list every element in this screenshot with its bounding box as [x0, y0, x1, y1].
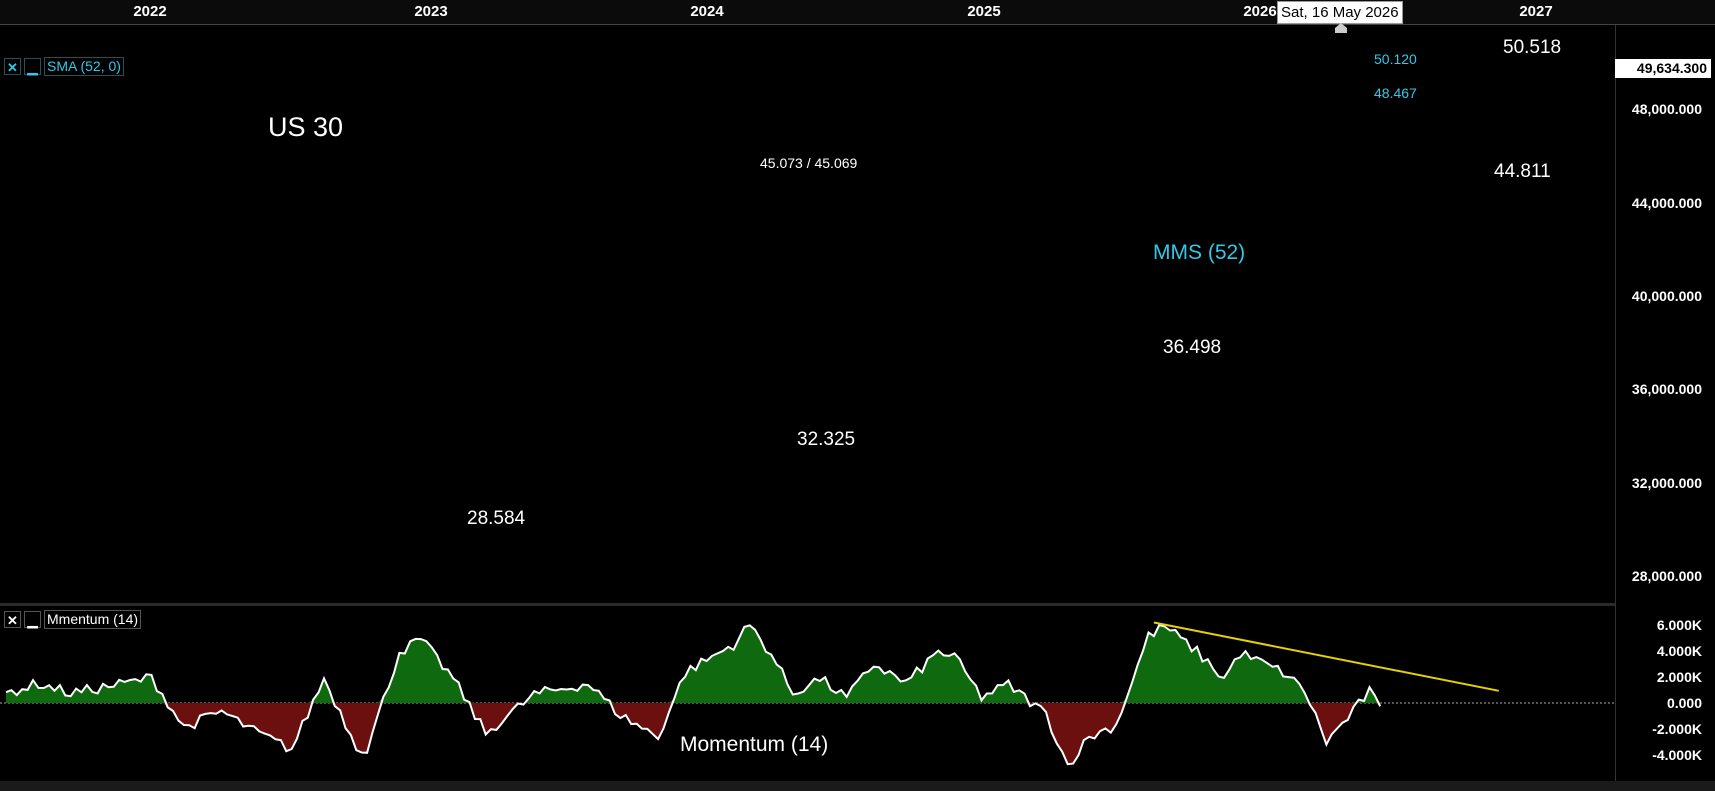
momentum-positive-area [6, 624, 1381, 703]
close-icon[interactable]: ✕ [4, 58, 21, 75]
current-price-label: 49,634.300 [1615, 59, 1711, 78]
year-label-2023: 2023 [414, 3, 448, 20]
momentum-tick: 2.000K [1656, 669, 1702, 685]
price-tick: 44,000.000 [1631, 195, 1702, 211]
price-tick: 28,000.000 [1631, 568, 1702, 584]
crosshair-marker-icon[interactable] [1334, 23, 1348, 33]
price-chart-panel[interactable]: US 30 MMS (52) 50.518 50.120 48.467 45.0… [0, 25, 1615, 603]
level-label-32325: 32.325 [797, 429, 855, 450]
level-label-36498: 36.498 [1163, 337, 1221, 358]
momentum-tick: 0.000 [1666, 695, 1702, 711]
panel-separator[interactable] [0, 603, 1715, 606]
momentum-tick: 6.000K [1656, 617, 1702, 633]
level-label-28584: 28.584 [467, 508, 526, 529]
momentum-legend: ✕ ▁ Mmentum (14) [4, 610, 142, 629]
momentum-legend-label[interactable]: Mmentum (14) [44, 610, 142, 629]
crosshair-date-tooltip: Sat, 16 May 2026 [1277, 1, 1403, 24]
momentum-negative-area [6, 703, 1381, 765]
sma-legend: ✕ ▁ SMA (52, 0) [4, 57, 124, 76]
momentum-tick: 4.000K [1656, 643, 1702, 659]
momentum-line [5, 623, 1382, 766]
price-tick: 32,000.000 [1631, 475, 1702, 491]
momentum-tick: -2.000K [1652, 721, 1702, 737]
year-label-2024: 2024 [690, 3, 724, 20]
level-label-44811: 44.811 [1494, 161, 1551, 182]
year-label-2027: 2027 [1519, 3, 1553, 20]
year-label-2022: 2022 [133, 3, 167, 20]
level-label-45073: 45.073 / 45.069 [760, 155, 858, 171]
minimize-icon[interactable]: ▁ [24, 611, 41, 628]
time-axis: 2022 2023 2024 2025 2026 2027 Sat, 16 Ma… [0, 0, 1715, 25]
price-tick: 48,000.000 [1631, 101, 1702, 117]
year-label-2025: 2025 [967, 3, 1001, 20]
value-axis[interactable]: 48,000.000 44,000.000 40,000.000 36,000.… [1615, 25, 1715, 781]
price-tick: 36,000.000 [1631, 381, 1702, 397]
close-icon[interactable]: ✕ [4, 611, 21, 628]
level-label-50518: 50.518 [1503, 37, 1561, 58]
symbol-label: US 30 [268, 112, 343, 142]
price-tick: 40,000.000 [1631, 288, 1702, 304]
level-label-50120: 50.120 [1374, 51, 1417, 67]
level-label-48467: 48.467 [1374, 85, 1417, 101]
sma-legend-label[interactable]: SMA (52, 0) [44, 57, 124, 76]
sma-annotation: MMS (52) [1153, 241, 1245, 264]
year-label-2026: 2026 [1243, 3, 1277, 20]
bottom-scrollbar[interactable] [0, 781, 1715, 791]
momentum-annotation: Momentum (14) [680, 733, 828, 756]
momentum-panel[interactable]: Momentum (14) [0, 606, 1615, 781]
minimize-icon[interactable]: ▁ [24, 58, 41, 75]
momentum-tick: -4.000K [1652, 747, 1702, 763]
momentum-trendline [1153, 621, 1499, 692]
